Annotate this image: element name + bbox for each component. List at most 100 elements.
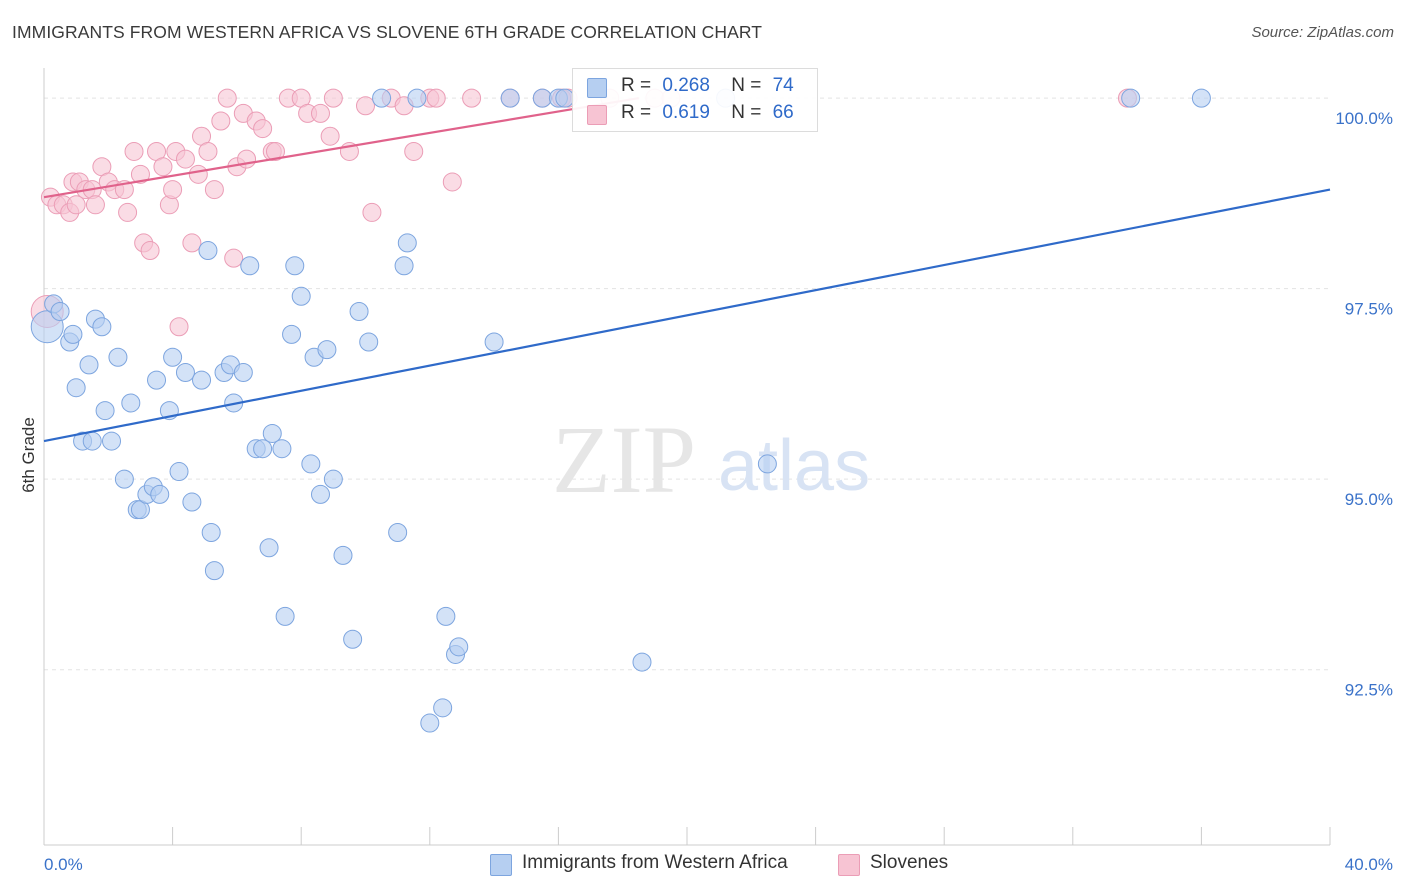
data-point (201, 523, 221, 543)
data-point (282, 324, 302, 344)
data-point (265, 141, 285, 161)
data-point (163, 347, 183, 367)
data-point (632, 652, 652, 672)
data-point (217, 88, 237, 108)
data-point (253, 119, 273, 139)
bottom-legend-swatch-blue (490, 854, 512, 876)
data-point (407, 88, 427, 108)
data-point (92, 317, 112, 337)
data-point (1191, 88, 1211, 108)
data-point (426, 88, 446, 108)
source-credit: Source: ZipAtlas.com (1251, 24, 1394, 41)
data-point (275, 606, 295, 626)
data-point (50, 302, 70, 322)
data-point (394, 256, 414, 276)
data-point (150, 484, 170, 504)
data-point (449, 637, 469, 657)
data-point (500, 88, 520, 108)
data-point (323, 469, 343, 489)
data-point (372, 88, 392, 108)
data-point (291, 286, 311, 306)
data-point (147, 370, 167, 390)
data-point (204, 561, 224, 581)
data-point (153, 157, 173, 177)
data-point (317, 340, 337, 360)
data-point (362, 202, 382, 222)
y-axis-label: 6th Grade (19, 417, 38, 493)
trend-line-blue (43, 188, 1331, 443)
data-point (124, 141, 144, 161)
data-point (323, 88, 343, 108)
data-point (262, 423, 282, 443)
grid-lines (44, 97, 1330, 671)
x-tick-label: 0.0% (44, 855, 83, 874)
legend-n-label: N = (731, 102, 762, 123)
trend-line-pink (43, 97, 639, 199)
data-point (192, 370, 212, 390)
data-point (259, 538, 279, 558)
data-point (118, 202, 138, 222)
legend-n-label: N = (731, 75, 762, 96)
y-tick-label: 100.0% (1335, 109, 1393, 128)
data-point (1121, 88, 1141, 108)
data-point (188, 164, 208, 184)
watermark-atlas: atlas (718, 426, 870, 506)
bottom-legend-label-pink: Slovenes (870, 852, 949, 873)
legend-n-value: 66 (772, 102, 794, 123)
data-point (333, 545, 353, 565)
legend-r-label: R = (621, 102, 652, 123)
data-point (114, 469, 134, 489)
data-point (433, 698, 453, 718)
legend-r-label: R = (621, 75, 652, 96)
data-point (66, 195, 86, 215)
bottom-legend-label-blue: Immigrants from Western Africa (522, 852, 788, 873)
data-point (359, 332, 379, 352)
data-point (204, 180, 224, 200)
data-point (310, 103, 330, 123)
axis-labels: 92.5% 95.0% 97.5% 100.0% 0.0% 40.0% 6th Grade (19, 109, 1393, 874)
trend-lines (43, 97, 1331, 443)
data-point (310, 484, 330, 504)
data-point (484, 332, 504, 352)
data-point (175, 362, 195, 382)
y-tick-label: 95.0% (1345, 490, 1393, 509)
data-point (272, 439, 292, 459)
data-point (140, 241, 160, 261)
data-point (462, 88, 482, 108)
data-point (85, 195, 105, 215)
data-point (285, 256, 305, 276)
data-point (356, 96, 375, 116)
data-point (102, 431, 122, 451)
data-point (343, 629, 363, 649)
data-point (436, 606, 456, 626)
data-point (79, 355, 99, 375)
data-point (233, 362, 253, 382)
y-tick-label: 92.5% (1345, 681, 1393, 700)
data-point (182, 233, 202, 253)
data-point (442, 172, 462, 192)
series-immigrants-western-africa (30, 88, 1211, 733)
data-point (211, 111, 231, 131)
data-point (163, 180, 183, 200)
data-point (95, 401, 115, 421)
data-point (169, 462, 189, 482)
data-point (198, 141, 218, 161)
data-point (121, 393, 141, 413)
data-point (349, 302, 369, 322)
data-point (198, 241, 218, 261)
data-point (757, 454, 777, 474)
data-point (532, 88, 552, 108)
data-point (301, 454, 321, 474)
legend-r-value: 0.619 (662, 102, 710, 123)
data-point (66, 378, 86, 398)
chart-title: IMMIGRANTS FROM WESTERN AFRICA VS SLOVEN… (12, 22, 763, 42)
watermark: ZIP atlas (552, 406, 870, 513)
legend-swatch-pink (587, 105, 607, 125)
data-point (240, 256, 260, 276)
data-point (224, 248, 244, 268)
legend-swatch-blue (587, 78, 607, 98)
legend-r-value: 0.268 (662, 75, 710, 96)
x-tick-label: 40.0% (1345, 855, 1393, 874)
data-point (397, 233, 417, 253)
